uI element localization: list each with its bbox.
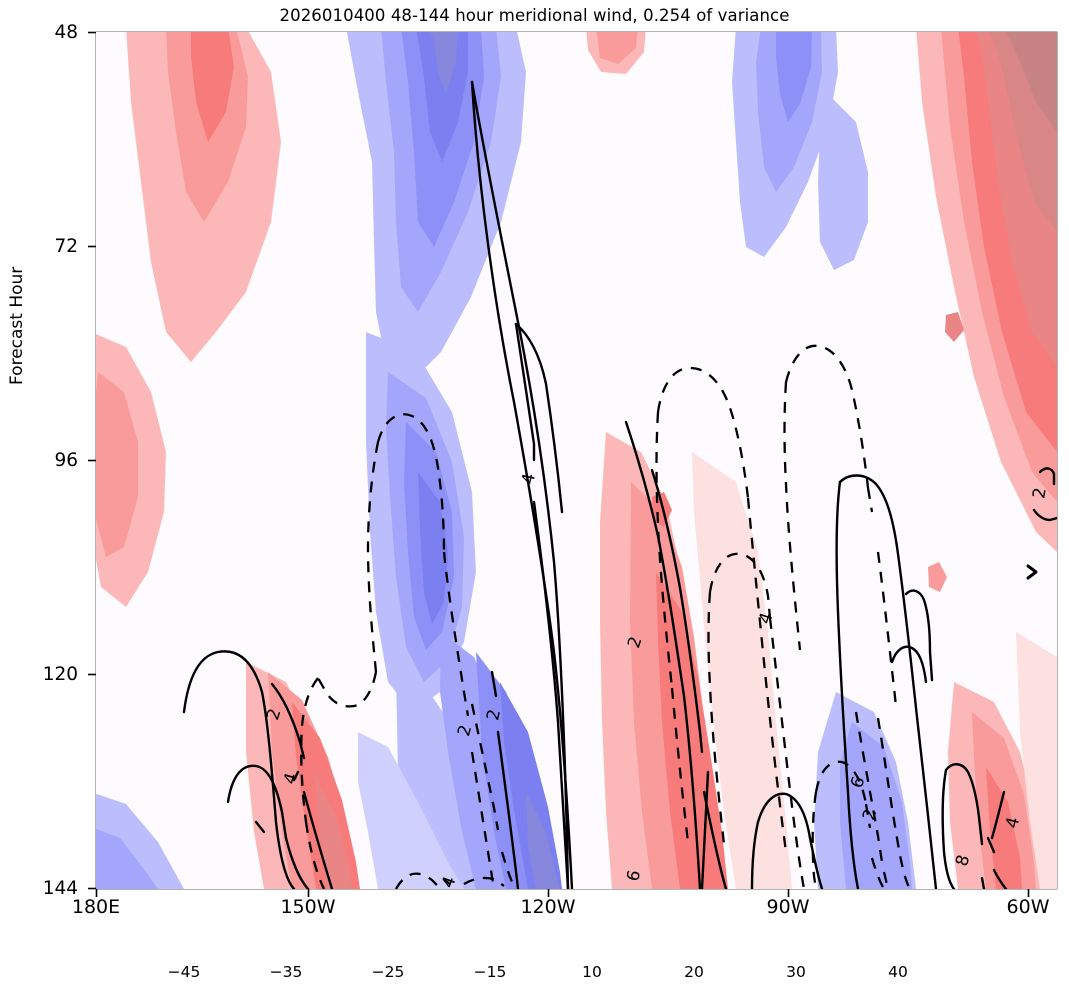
page-title: 2026010400 48-144 hour meridional wind, … xyxy=(279,6,790,25)
y-tick-72: 72 xyxy=(54,236,78,257)
contour-label-2-centre: 2 xyxy=(483,708,505,723)
y-tick-96: 96 xyxy=(54,450,78,471)
contour-label-6-bottom: 6 xyxy=(623,868,645,883)
dashed-contour-lines xyxy=(300,344,912,889)
y-tick-120: 120 xyxy=(42,664,78,685)
colorbar-tick-3: −15 xyxy=(473,963,507,981)
x-tick-150w: 150W xyxy=(280,896,336,918)
y-tick-48: 48 xyxy=(54,22,78,43)
x-tick-180e: 180E xyxy=(71,896,121,918)
contour-label-4-right: 4 xyxy=(1002,815,1024,830)
colorbar-tick-1: −35 xyxy=(269,963,303,981)
contour-label-2-edge: 2 xyxy=(1029,486,1051,500)
contour-label-2-dashed-lower: 2 xyxy=(454,723,476,739)
colorbar-tick-5: 20 xyxy=(684,963,704,981)
x-tick-60w: 60W xyxy=(1006,896,1050,918)
x-tick-90w: 90W xyxy=(766,896,810,918)
hovmoller-plot-area: 4 2 2 4 2 6 6 4 8 2 4 2 4 2 xyxy=(96,32,1057,889)
y-tick-144: 144 xyxy=(42,878,78,899)
colorbar[interactable] xyxy=(0,930,1069,970)
contour-label-4-upper: 4 xyxy=(518,472,540,487)
contour-label-8-right: 8 xyxy=(952,853,974,869)
contour-label-4-left: 4 xyxy=(280,771,302,787)
colorbar-tick-0: −45 xyxy=(167,963,201,981)
contour-label-2-dashed-right: 2 xyxy=(859,807,881,823)
colorbar-tick-6: 30 xyxy=(786,963,806,981)
colorbar-tick-2: −25 xyxy=(371,963,405,981)
x-tick-120w: 120W xyxy=(520,896,576,918)
filled-contour-layer xyxy=(96,32,1057,889)
solid-contour-lines xyxy=(182,80,1057,889)
colorbar-tick-7: 40 xyxy=(888,963,908,981)
colorbar-tick-4: 10 xyxy=(582,963,602,981)
